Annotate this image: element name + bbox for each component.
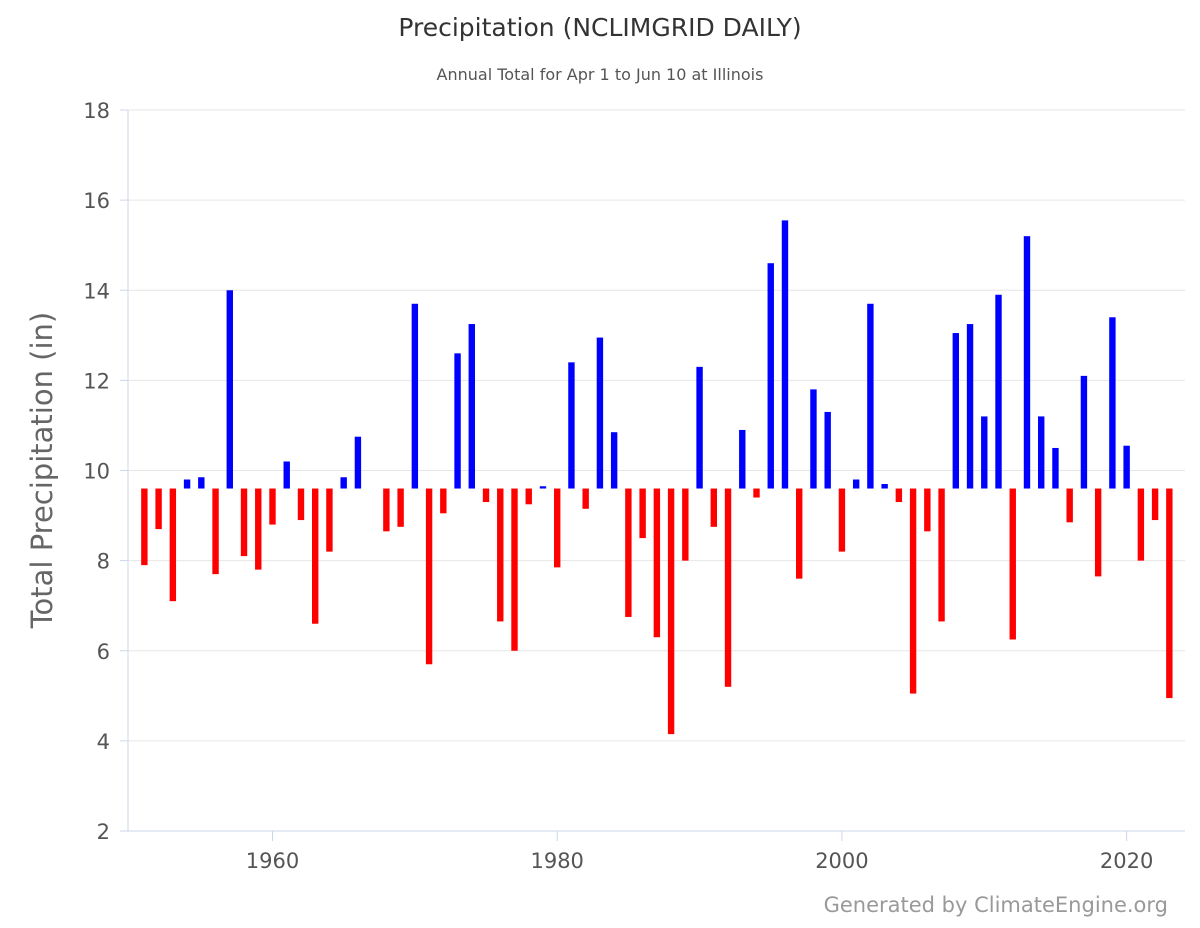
bar-1966[interactable]	[354, 436, 362, 489]
bar-2003[interactable]	[881, 484, 888, 489]
y-tick-label: 10	[83, 460, 110, 484]
y-tick-label: 12	[83, 369, 110, 393]
bars	[141, 220, 1173, 735]
bar-1965[interactable]	[340, 477, 347, 489]
bar-1964[interactable]	[326, 488, 333, 552]
x-tick-label: 1980	[530, 849, 583, 873]
y-tick-label: 18	[83, 99, 110, 123]
bar-1954[interactable]	[183, 479, 191, 489]
bar-1998[interactable]	[810, 389, 817, 489]
bar-2021[interactable]	[1137, 488, 1145, 561]
bar-2015[interactable]	[1052, 447, 1059, 489]
bar-1988[interactable]	[667, 488, 675, 735]
bar-2022[interactable]	[1151, 488, 1159, 521]
bar-2023[interactable]	[1166, 488, 1173, 699]
bar-2013[interactable]	[1023, 236, 1031, 489]
bar-1975[interactable]	[482, 488, 490, 503]
bar-2004[interactable]	[895, 488, 903, 503]
axes: 2 4 6 8 10 12 14 16 18 1960 1980 2000 2020	[83, 99, 1185, 873]
bar-1990[interactable]	[696, 366, 703, 489]
bar-1951[interactable]	[141, 488, 148, 566]
bar-1984[interactable]	[610, 432, 618, 489]
bar-1983[interactable]	[596, 337, 604, 489]
bar-2000[interactable]	[838, 488, 846, 552]
bar-2012[interactable]	[1009, 488, 1016, 640]
bar-1986[interactable]	[639, 488, 646, 539]
bar-1956[interactable]	[212, 488, 219, 575]
bar-1997[interactable]	[796, 488, 803, 579]
bar-2007[interactable]	[938, 488, 945, 622]
bar-2005[interactable]	[909, 488, 917, 694]
bar-2008[interactable]	[952, 333, 960, 489]
bar-1955[interactable]	[198, 477, 205, 489]
bar-1976[interactable]	[497, 488, 504, 622]
bar-2010[interactable]	[981, 416, 988, 489]
y-tick-label: 14	[83, 279, 110, 303]
bar-1969[interactable]	[397, 488, 404, 527]
bar-1959[interactable]	[255, 488, 262, 570]
bar-1991[interactable]	[710, 488, 717, 527]
bar-2019[interactable]	[1109, 317, 1116, 489]
bar-1985[interactable]	[625, 488, 632, 617]
bar-1962[interactable]	[297, 488, 305, 521]
bar-1968[interactable]	[383, 488, 390, 532]
bar-1992[interactable]	[724, 488, 732, 687]
bar-2016[interactable]	[1066, 488, 1073, 523]
y-tick-label: 6	[97, 640, 110, 664]
credits-text[interactable]: Generated by ClimateEngine.org	[824, 893, 1168, 917]
bar-2017[interactable]	[1080, 375, 1088, 489]
chart-subtitle: Annual Total for Apr 1 to Jun 10 at Illi…	[437, 65, 764, 84]
y-axis-label: Total Precipitation (in)	[25, 312, 59, 630]
bar-1971[interactable]	[425, 488, 433, 665]
bar-1952[interactable]	[155, 488, 162, 530]
bar-2006[interactable]	[924, 488, 931, 532]
bar-1994[interactable]	[753, 488, 760, 498]
y-tick-label: 8	[97, 550, 110, 574]
y-tick-label: 16	[83, 189, 110, 213]
bar-2014[interactable]	[1038, 416, 1045, 489]
bar-1995[interactable]	[767, 263, 774, 489]
bar-1987[interactable]	[653, 488, 661, 638]
bar-1970[interactable]	[411, 303, 419, 489]
bar-1989[interactable]	[682, 488, 689, 561]
bar-1979[interactable]	[539, 486, 547, 489]
x-tick-label: 1960	[246, 849, 299, 873]
bar-1960[interactable]	[269, 488, 276, 525]
bar-1980[interactable]	[554, 488, 561, 568]
bar-2020[interactable]	[1123, 445, 1130, 489]
bar-1981[interactable]	[568, 362, 575, 489]
bar-1961[interactable]	[283, 461, 290, 489]
bar-1977[interactable]	[511, 488, 518, 651]
bar-1978[interactable]	[525, 488, 532, 505]
y-tick-label: 4	[97, 730, 110, 754]
bar-1974[interactable]	[468, 324, 475, 489]
x-tick-label: 2020	[1100, 849, 1153, 873]
gridlines	[128, 109, 1185, 832]
bar-1993[interactable]	[739, 429, 746, 489]
bar-2009[interactable]	[966, 324, 974, 489]
x-tick-label: 2000	[815, 849, 868, 873]
bar-2001[interactable]	[852, 479, 860, 489]
bar-1953[interactable]	[169, 488, 177, 602]
bar-1972[interactable]	[440, 488, 447, 514]
bar-2018[interactable]	[1094, 488, 1102, 577]
bar-1958[interactable]	[240, 488, 248, 557]
bar-1973[interactable]	[454, 353, 461, 489]
y-tick-label: 2	[97, 820, 110, 844]
bar-2011[interactable]	[995, 294, 1002, 489]
bar-1982[interactable]	[582, 488, 589, 509]
bar-2002[interactable]	[867, 303, 874, 489]
bar-1996[interactable]	[781, 220, 789, 489]
bar-1999[interactable]	[824, 411, 831, 489]
chart-title: Precipitation (NCLIMGRID DAILY)	[398, 13, 801, 42]
bar-1963[interactable]	[311, 488, 319, 624]
bar-1957[interactable]	[226, 290, 233, 489]
